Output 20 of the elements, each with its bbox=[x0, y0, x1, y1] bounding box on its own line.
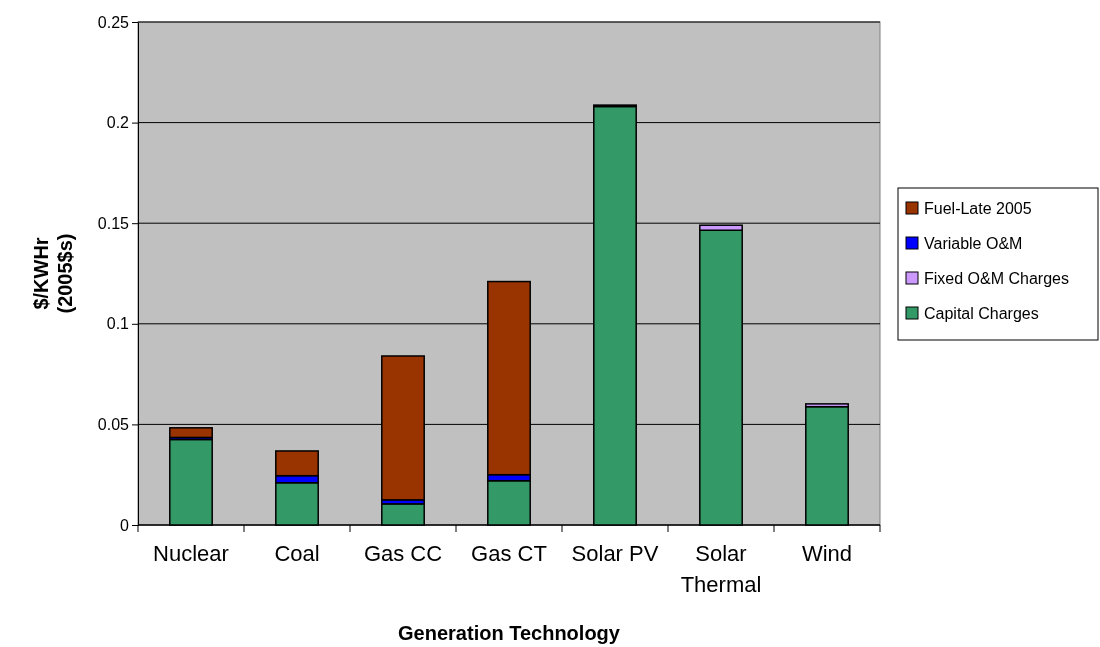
x-tick-label: Nuclear bbox=[153, 541, 229, 566]
y-tick-label: 0.2 bbox=[106, 114, 130, 132]
bar bbox=[169, 427, 213, 439]
y-tick-label: 0 bbox=[120, 516, 130, 534]
x-tick-label: Coal bbox=[274, 541, 320, 566]
legend-label: Variable O&M bbox=[924, 235, 1023, 252]
legend-label: Fuel-Late 2005 bbox=[924, 200, 1032, 217]
y-tick-label: 0.05 bbox=[97, 416, 130, 434]
legend-label: Fixed O&M Charges bbox=[924, 270, 1069, 287]
y-tick-label: 0.15 bbox=[97, 214, 130, 232]
x-tick-label: Solar PV bbox=[571, 541, 659, 566]
x-tick-label: Wind bbox=[801, 541, 853, 566]
y-tick-label: 0.25 bbox=[97, 13, 130, 31]
x-tick-label: Solar Thermal bbox=[680, 541, 762, 597]
legend-label: Capital Charges bbox=[924, 305, 1039, 322]
y-tick-label: 0.1 bbox=[106, 315, 130, 333]
x-tick-label: Gas CT bbox=[471, 541, 547, 566]
x-tick-label: Gas CC bbox=[363, 541, 443, 566]
y-axis-title: $/KWHr (2005$s) bbox=[30, 233, 76, 314]
x-axis-title: Generation Technology bbox=[398, 622, 621, 644]
